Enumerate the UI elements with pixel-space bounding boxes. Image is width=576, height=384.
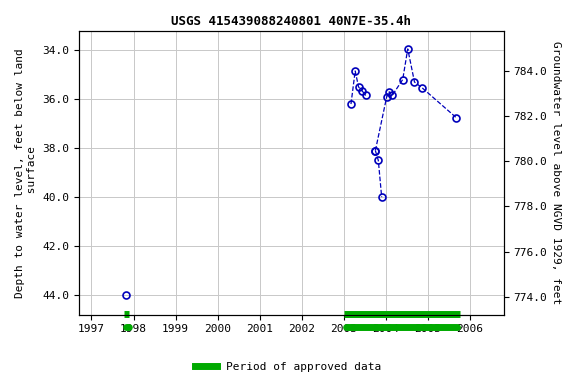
Y-axis label: Depth to water level, feet below land
 surface: Depth to water level, feet below land su… — [15, 48, 37, 298]
Y-axis label: Groundwater level above NGVD 1929, feet: Groundwater level above NGVD 1929, feet — [551, 41, 561, 304]
Title: USGS 415439088240801 40N7E-35.4h: USGS 415439088240801 40N7E-35.4h — [171, 15, 411, 28]
Legend: Period of approved data: Period of approved data — [191, 358, 385, 377]
